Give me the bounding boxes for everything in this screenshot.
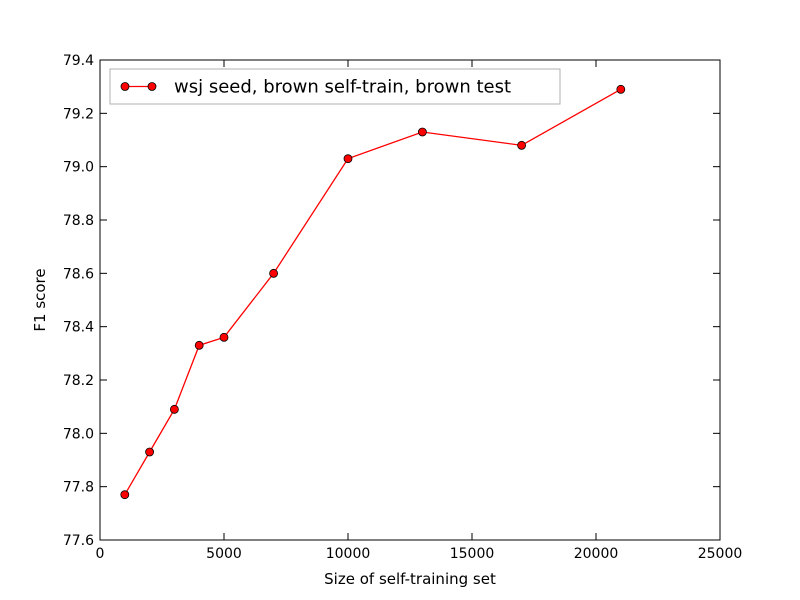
series-group xyxy=(120,84,626,500)
y-tick-label: 78.4 xyxy=(63,320,94,336)
data-point xyxy=(194,340,204,350)
y-tick-label: 79.0 xyxy=(63,160,94,176)
y-tick-label: 78.0 xyxy=(63,426,94,442)
x-tick-label: 15000 xyxy=(450,546,495,562)
y-tick-label: 78.2 xyxy=(63,373,94,389)
data-point xyxy=(145,447,155,457)
data-point xyxy=(417,127,427,137)
data-point xyxy=(219,332,229,342)
data-point xyxy=(169,404,179,414)
legend-marker xyxy=(147,82,157,91)
data-point xyxy=(269,268,279,278)
x-tick-label: 20000 xyxy=(574,546,619,562)
y-axis-label: F1 score xyxy=(31,268,49,331)
y-tick-label: 78.6 xyxy=(63,266,94,282)
plot-area xyxy=(99,59,721,541)
data-point xyxy=(616,84,626,94)
y-tick-label: 77.8 xyxy=(63,480,94,496)
x-tick-label: 5000 xyxy=(206,546,242,562)
axis-ticks xyxy=(99,59,721,541)
legend-box xyxy=(109,68,561,105)
x-tick-label: 25000 xyxy=(698,546,743,562)
legend-label: wsj seed, brown self-train, brown test xyxy=(174,77,511,98)
axis-tick-labels: 0 5000 10000 15000 20000 25000 77.6 77.8 78.0 78.… xyxy=(63,53,742,562)
legend: wsj seed, brown self-train, brown test xyxy=(109,68,561,105)
data-point xyxy=(120,490,130,500)
x-tick-label: 0 xyxy=(96,546,105,562)
y-tick-label: 77.6 xyxy=(63,533,94,549)
data-point xyxy=(517,140,526,150)
legend-marker xyxy=(120,82,130,91)
data-point xyxy=(343,154,353,164)
x-axis-label: Size of self-training set xyxy=(324,570,496,588)
y-tick-label: 79.4 xyxy=(63,53,94,69)
series-line xyxy=(124,88,622,495)
x-tick-label: 10000 xyxy=(326,546,371,562)
y-tick-label: 78.8 xyxy=(63,213,94,229)
y-tick-label: 79.2 xyxy=(63,106,94,122)
